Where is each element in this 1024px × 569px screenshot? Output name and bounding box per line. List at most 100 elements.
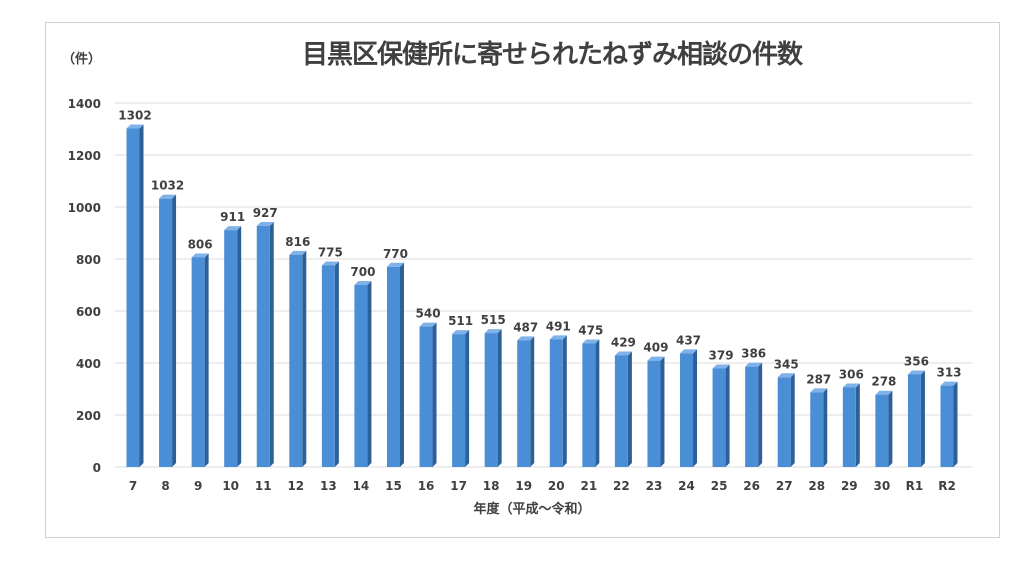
bar-side	[660, 356, 665, 467]
x-tick-label: 9	[194, 479, 202, 493]
y-tick-label: 1000	[68, 201, 101, 215]
bar-side	[855, 383, 860, 467]
bar-side	[823, 388, 828, 467]
data-label: 487	[513, 320, 538, 334]
bar	[907, 374, 921, 467]
data-label: 287	[806, 372, 831, 386]
bar-top	[614, 351, 632, 356]
y-tick-label: 0	[93, 461, 101, 475]
bar-top	[484, 329, 502, 334]
data-label: 345	[774, 357, 799, 371]
data-label: 806	[188, 237, 213, 251]
data-label: 700	[350, 265, 375, 279]
bar-side	[465, 330, 470, 467]
bar	[842, 387, 856, 467]
x-tick-label: 19	[515, 479, 532, 493]
bar-top	[777, 373, 795, 378]
x-tick-label: 26	[743, 479, 760, 493]
bar-top	[191, 253, 209, 258]
bar	[810, 392, 824, 467]
bar	[289, 254, 303, 467]
x-tick-label: 24	[678, 479, 695, 493]
bar	[256, 225, 270, 467]
bar-top	[354, 281, 372, 285]
bar-top	[419, 322, 437, 327]
bar	[484, 333, 498, 467]
y-axis-unit-label: （件）	[62, 52, 102, 67]
bar	[777, 377, 791, 467]
x-tick-label: 30	[874, 479, 891, 493]
bar-top	[126, 124, 144, 129]
x-tick-label: 27	[776, 479, 793, 493]
x-tick-label: 29	[841, 479, 858, 493]
bar	[745, 366, 759, 467]
data-label: 775	[318, 246, 343, 260]
bar-side	[172, 194, 177, 467]
x-tick-label: 20	[548, 479, 565, 493]
bar	[354, 285, 368, 467]
bar	[452, 334, 466, 467]
bar-top	[907, 370, 925, 375]
x-tick-label: 13	[320, 479, 337, 493]
bar-top	[842, 383, 860, 388]
bar-side	[693, 349, 698, 467]
y-tick-label: 800	[76, 253, 101, 267]
bar-side	[269, 221, 274, 467]
bar-top	[452, 330, 470, 335]
bar	[321, 265, 335, 467]
bar-side	[888, 390, 893, 467]
bar	[191, 257, 205, 467]
x-tick-label: 10	[222, 479, 239, 493]
bar-top	[517, 336, 535, 341]
x-axis-label: 年度（平成～令和）	[473, 502, 591, 517]
data-label: 386	[741, 347, 766, 361]
bar-top	[810, 388, 828, 393]
bar-side	[530, 336, 535, 467]
data-label: 491	[546, 319, 571, 333]
bar-side	[204, 253, 209, 467]
x-tick-label: 16	[418, 479, 435, 493]
data-label: 306	[839, 367, 864, 381]
bar-side	[334, 261, 339, 467]
bar-top	[680, 349, 698, 354]
bar	[517, 340, 531, 467]
bar-side	[953, 381, 958, 467]
x-tick-label: 12	[287, 479, 304, 493]
bar-side	[725, 364, 730, 467]
data-label: 356	[904, 354, 929, 368]
y-tick-label: 1400	[68, 97, 101, 111]
data-label: 1302	[118, 108, 151, 122]
data-label: 429	[611, 335, 636, 349]
bar	[712, 368, 726, 467]
bar-side	[595, 339, 600, 467]
bar-side	[432, 322, 437, 467]
bar	[126, 128, 140, 468]
data-label: 379	[709, 348, 734, 362]
x-tick-label: R1	[906, 479, 924, 493]
x-tick-label: 21	[580, 479, 597, 493]
chart-title: 目黒区保健所に寄せられたねずみ相談の件数	[301, 40, 803, 70]
bar-side	[367, 281, 372, 467]
data-label: 816	[285, 235, 310, 249]
x-tick-label: 11	[255, 479, 272, 493]
data-label: 515	[481, 313, 506, 327]
y-tick-label: 200	[76, 409, 101, 423]
bar-top	[940, 381, 958, 386]
y-tick-label: 600	[76, 305, 101, 319]
bar	[940, 385, 954, 467]
bar	[614, 355, 628, 467]
x-tick-label: 28	[808, 479, 825, 493]
data-label: 409	[643, 341, 668, 355]
bar	[875, 394, 889, 467]
bar-side	[237, 226, 242, 467]
bar-side	[627, 351, 632, 467]
x-tick-label: 14	[353, 479, 370, 493]
bar	[549, 339, 563, 467]
x-tick-label: 23	[646, 479, 663, 493]
bar-side	[562, 335, 567, 467]
bar-top	[256, 221, 274, 226]
x-tick-label: 18	[483, 479, 500, 493]
y-tick-label: 1200	[68, 149, 101, 163]
bar-side	[302, 250, 307, 467]
